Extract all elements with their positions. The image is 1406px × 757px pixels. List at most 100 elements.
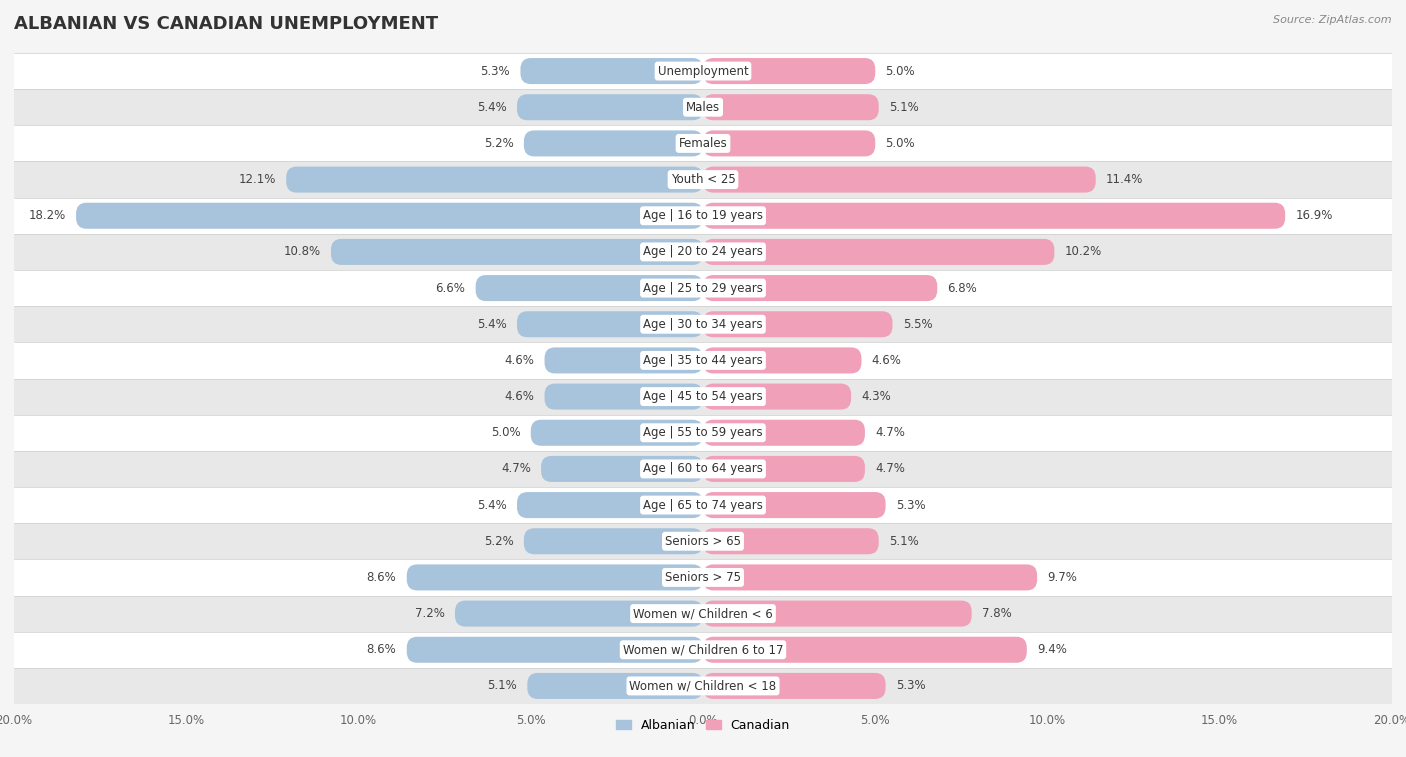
Text: 9.4%: 9.4%: [1038, 643, 1067, 656]
Text: 4.7%: 4.7%: [875, 426, 905, 439]
Text: Age | 65 to 74 years: Age | 65 to 74 years: [643, 499, 763, 512]
Text: Women w/ Children < 6: Women w/ Children < 6: [633, 607, 773, 620]
FancyBboxPatch shape: [703, 167, 1095, 192]
FancyBboxPatch shape: [517, 94, 703, 120]
FancyBboxPatch shape: [517, 492, 703, 518]
FancyBboxPatch shape: [703, 492, 886, 518]
Text: 4.7%: 4.7%: [501, 463, 531, 475]
Text: 11.4%: 11.4%: [1107, 173, 1143, 186]
Bar: [14, 342, 1392, 378]
Text: 7.2%: 7.2%: [415, 607, 444, 620]
Bar: [14, 198, 1392, 234]
FancyBboxPatch shape: [330, 239, 703, 265]
Text: 7.8%: 7.8%: [981, 607, 1012, 620]
FancyBboxPatch shape: [703, 673, 886, 699]
Text: 5.1%: 5.1%: [889, 101, 918, 114]
Text: 5.0%: 5.0%: [886, 64, 915, 77]
Text: Age | 20 to 24 years: Age | 20 to 24 years: [643, 245, 763, 258]
Legend: Albanian, Canadian: Albanian, Canadian: [612, 714, 794, 737]
Text: 5.4%: 5.4%: [477, 499, 506, 512]
FancyBboxPatch shape: [703, 130, 875, 157]
Bar: [14, 53, 1392, 89]
Text: Males: Males: [686, 101, 720, 114]
Text: Seniors > 65: Seniors > 65: [665, 534, 741, 548]
Bar: [14, 270, 1392, 306]
Bar: [14, 487, 1392, 523]
FancyBboxPatch shape: [524, 130, 703, 157]
Text: 8.6%: 8.6%: [367, 571, 396, 584]
Text: 8.6%: 8.6%: [367, 643, 396, 656]
Text: Age | 60 to 64 years: Age | 60 to 64 years: [643, 463, 763, 475]
Text: Seniors > 75: Seniors > 75: [665, 571, 741, 584]
Text: 6.8%: 6.8%: [948, 282, 977, 294]
Text: Women w/ Children 6 to 17: Women w/ Children 6 to 17: [623, 643, 783, 656]
Text: Source: ZipAtlas.com: Source: ZipAtlas.com: [1274, 15, 1392, 25]
FancyBboxPatch shape: [531, 419, 703, 446]
Text: 5.3%: 5.3%: [896, 680, 925, 693]
Text: Females: Females: [679, 137, 727, 150]
Text: Women w/ Children < 18: Women w/ Children < 18: [630, 680, 776, 693]
Bar: [14, 126, 1392, 161]
FancyBboxPatch shape: [703, 528, 879, 554]
Text: 10.2%: 10.2%: [1064, 245, 1102, 258]
Text: 5.0%: 5.0%: [491, 426, 520, 439]
FancyBboxPatch shape: [703, 565, 1038, 590]
Bar: [14, 89, 1392, 126]
FancyBboxPatch shape: [544, 384, 703, 410]
Text: 4.3%: 4.3%: [862, 390, 891, 403]
Text: 18.2%: 18.2%: [28, 209, 66, 223]
Text: 10.8%: 10.8%: [284, 245, 321, 258]
Text: Age | 35 to 44 years: Age | 35 to 44 years: [643, 354, 763, 367]
FancyBboxPatch shape: [406, 637, 703, 663]
Text: ALBANIAN VS CANADIAN UNEMPLOYMENT: ALBANIAN VS CANADIAN UNEMPLOYMENT: [14, 15, 439, 33]
Text: 5.2%: 5.2%: [484, 534, 513, 548]
Bar: [14, 668, 1392, 704]
FancyBboxPatch shape: [456, 600, 703, 627]
FancyBboxPatch shape: [527, 673, 703, 699]
Text: 6.6%: 6.6%: [436, 282, 465, 294]
FancyBboxPatch shape: [703, 94, 879, 120]
FancyBboxPatch shape: [703, 637, 1026, 663]
FancyBboxPatch shape: [475, 275, 703, 301]
FancyBboxPatch shape: [703, 275, 938, 301]
FancyBboxPatch shape: [703, 384, 851, 410]
Text: Age | 45 to 54 years: Age | 45 to 54 years: [643, 390, 763, 403]
Text: 4.6%: 4.6%: [872, 354, 901, 367]
Text: 4.7%: 4.7%: [875, 463, 905, 475]
Bar: [14, 234, 1392, 270]
FancyBboxPatch shape: [703, 419, 865, 446]
FancyBboxPatch shape: [541, 456, 703, 482]
Bar: [14, 631, 1392, 668]
FancyBboxPatch shape: [703, 456, 865, 482]
Text: 5.1%: 5.1%: [889, 534, 918, 548]
Text: 16.9%: 16.9%: [1295, 209, 1333, 223]
Bar: [14, 378, 1392, 415]
FancyBboxPatch shape: [703, 347, 862, 373]
FancyBboxPatch shape: [703, 239, 1054, 265]
Text: Unemployment: Unemployment: [658, 64, 748, 77]
FancyBboxPatch shape: [287, 167, 703, 192]
FancyBboxPatch shape: [76, 203, 703, 229]
Text: 5.4%: 5.4%: [477, 101, 506, 114]
Bar: [14, 523, 1392, 559]
Text: 5.0%: 5.0%: [886, 137, 915, 150]
Text: 9.7%: 9.7%: [1047, 571, 1077, 584]
FancyBboxPatch shape: [517, 311, 703, 338]
FancyBboxPatch shape: [406, 565, 703, 590]
Text: 5.1%: 5.1%: [488, 680, 517, 693]
Text: Youth < 25: Youth < 25: [671, 173, 735, 186]
Bar: [14, 415, 1392, 451]
FancyBboxPatch shape: [524, 528, 703, 554]
FancyBboxPatch shape: [520, 58, 703, 84]
Text: 5.5%: 5.5%: [903, 318, 932, 331]
Bar: [14, 451, 1392, 487]
FancyBboxPatch shape: [544, 347, 703, 373]
Text: 4.6%: 4.6%: [505, 390, 534, 403]
FancyBboxPatch shape: [703, 203, 1285, 229]
Bar: [14, 559, 1392, 596]
Text: Age | 25 to 29 years: Age | 25 to 29 years: [643, 282, 763, 294]
Text: 5.4%: 5.4%: [477, 318, 506, 331]
Bar: [14, 596, 1392, 631]
Bar: [14, 306, 1392, 342]
Text: 4.6%: 4.6%: [505, 354, 534, 367]
